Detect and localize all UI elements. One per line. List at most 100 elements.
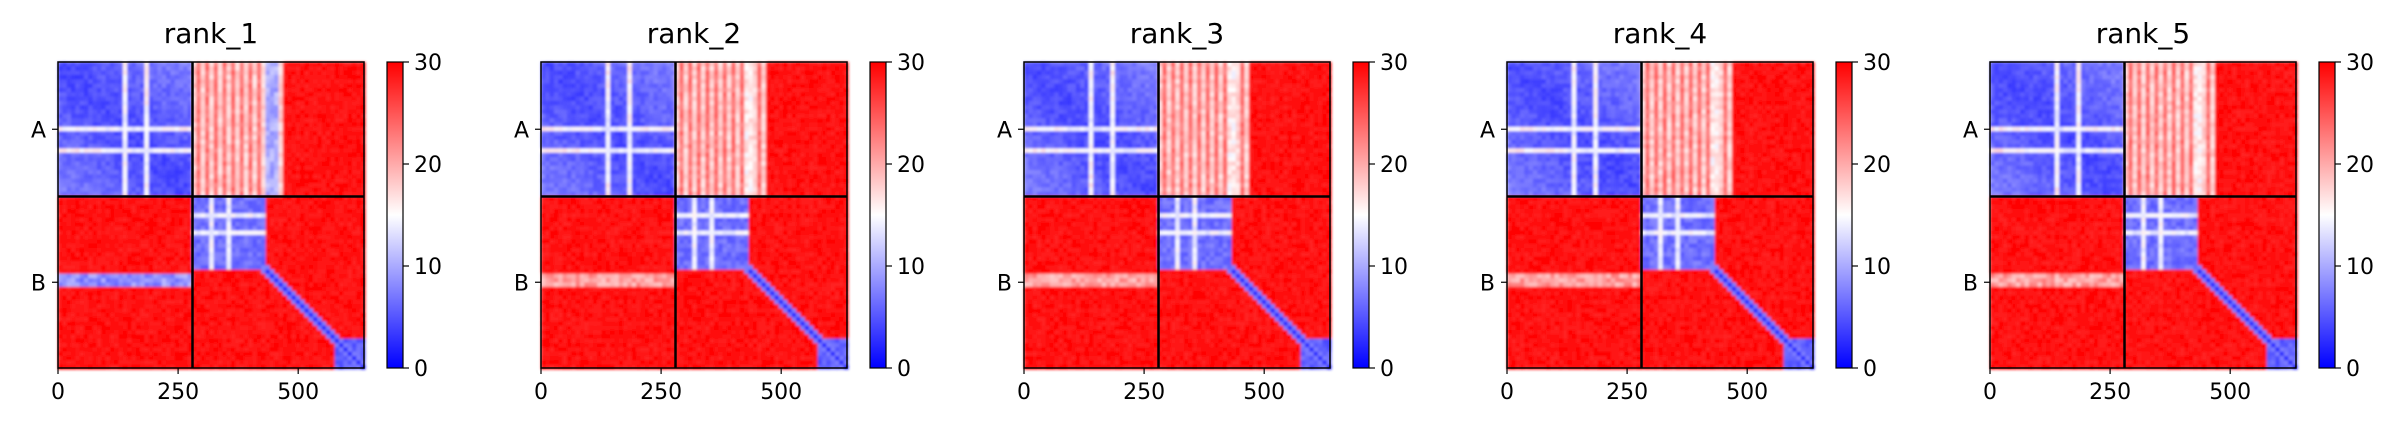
pae-cell [109, 87, 115, 93]
pae-cell [252, 204, 258, 210]
pae-cell [235, 330, 241, 335]
pae-cell [92, 360, 98, 366]
pae-cell [140, 213, 146, 219]
pae-cell [187, 312, 193, 318]
pae-cell [183, 62, 189, 67]
pae-cell [92, 304, 98, 310]
pae-cell [274, 312, 280, 318]
pae-cell [92, 355, 98, 361]
pae-cell [235, 122, 241, 128]
pae-cell [114, 62, 120, 67]
pae-cell [148, 165, 154, 171]
pae-cell [161, 239, 167, 245]
pae-cell [66, 265, 72, 271]
pae-cell [330, 157, 336, 163]
pae-cell [174, 83, 180, 89]
pae-cell [135, 157, 141, 163]
pae-cell [343, 347, 349, 353]
pae-cell [243, 213, 249, 219]
pae-cell [291, 113, 297, 119]
pae-cell [161, 66, 167, 72]
pae-cell [131, 200, 137, 206]
pae-cell [66, 170, 72, 175]
pae-cell [291, 178, 297, 184]
pae-cell [83, 131, 89, 137]
pae-cell [317, 321, 323, 327]
pae-cell [79, 148, 85, 154]
pae-cell [153, 83, 159, 89]
pae-cell [205, 148, 210, 154]
pae-cell [261, 351, 267, 357]
pae-cell [287, 321, 293, 327]
pae-cell [166, 269, 171, 275]
pae-cell [101, 122, 107, 128]
pae-cell [79, 109, 85, 115]
pae-cell [295, 139, 301, 145]
pae-cell [265, 256, 271, 262]
pae-cell [256, 100, 262, 106]
pae-cell [105, 170, 111, 175]
pae-cell [187, 256, 193, 262]
pae-cell [140, 304, 146, 310]
pae-cell [114, 291, 120, 297]
pae-cell [75, 122, 81, 128]
pae-cell [295, 347, 301, 353]
pae-cell [282, 183, 288, 188]
pae-cell [170, 351, 176, 357]
pae-cell [243, 122, 249, 128]
pae-cell [347, 312, 353, 318]
pae-cell [243, 196, 249, 201]
pae-cell [308, 174, 314, 180]
pae-cell [282, 144, 288, 150]
pae-cell [291, 174, 297, 180]
pae-cell [360, 317, 366, 322]
pae-cell [75, 113, 81, 119]
pae-cell [308, 291, 314, 297]
pae-cell [183, 247, 189, 253]
pae-cell [135, 239, 141, 245]
pae-cell [58, 338, 63, 344]
pae-cell [62, 299, 68, 305]
pae-cell [140, 178, 146, 184]
pae-cell [109, 126, 115, 132]
pae-cell [205, 109, 210, 115]
pae-cell [79, 360, 85, 366]
pae-cell [265, 278, 271, 284]
pae-cell [321, 113, 327, 119]
pae-cell [330, 282, 336, 288]
pae-cell [58, 161, 63, 167]
pae-cell [161, 74, 167, 80]
pae-cell [360, 113, 366, 119]
pae-cell [92, 79, 98, 85]
pae-cell [192, 286, 197, 292]
pae-cell [170, 282, 176, 288]
pae-cell [196, 360, 202, 366]
pae-cell [313, 87, 318, 93]
pae-cell [70, 183, 76, 188]
pae-cell [248, 265, 254, 271]
pae-cell [122, 126, 128, 132]
pae-cell [265, 139, 271, 145]
pae-cell [360, 217, 366, 223]
pae-cell [75, 105, 81, 111]
pae-cell [205, 126, 210, 132]
pae-cell [295, 204, 301, 210]
pae-cell [153, 187, 159, 193]
pae-cell [339, 165, 344, 171]
pae-cell [131, 105, 137, 111]
pae-cell [347, 92, 353, 98]
pae-cell [313, 260, 318, 266]
pae-cell [295, 221, 301, 227]
pae-cell [295, 256, 301, 262]
pae-cell [243, 105, 249, 111]
pae-cell [92, 178, 98, 184]
pae-cell [321, 66, 327, 72]
pae-cell [239, 351, 245, 357]
pae-cell [131, 273, 137, 279]
pae-cell [209, 234, 215, 240]
pae-cell [153, 157, 159, 163]
pae-cell [347, 278, 353, 284]
pae-cell [148, 269, 154, 275]
pae-cell [295, 209, 301, 214]
pae-cell [239, 96, 245, 102]
